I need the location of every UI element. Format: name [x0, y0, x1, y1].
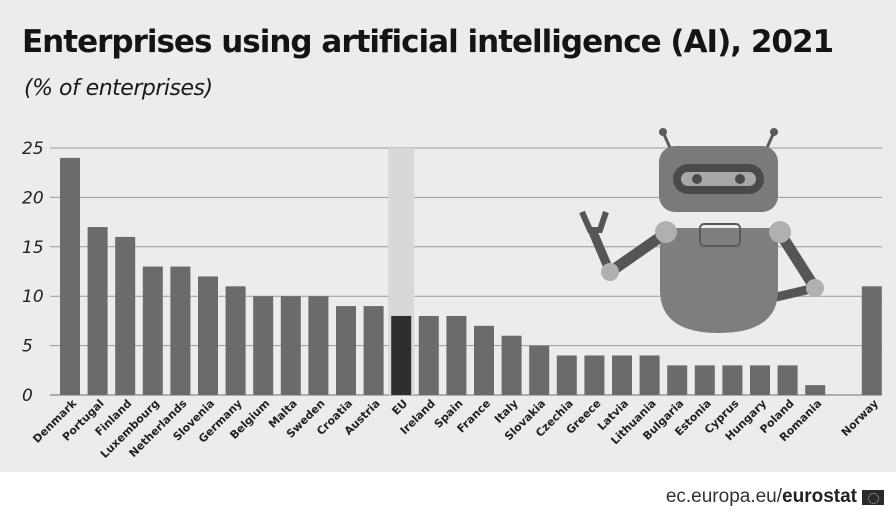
bar-poland: [777, 365, 798, 395]
y-tick-label: 20: [22, 188, 44, 208]
y-tick-label: 5: [22, 337, 33, 357]
chart-subtitle: (% of enterprises): [24, 76, 213, 101]
bar-greece: [584, 355, 605, 395]
bar-lithuania: [639, 355, 660, 395]
bar-czechia: [556, 355, 577, 395]
bars: [60, 157, 882, 395]
bar-chart: 0 5 10 15 20 25 DenmarkPortugalFinlandLuxembo…: [22, 128, 882, 461]
bar-germany: [225, 286, 246, 395]
bar-slovakia: [529, 345, 550, 395]
bar-cyprus: [722, 365, 743, 395]
bar-belgium: [253, 296, 274, 395]
y-tick-label: 25: [22, 139, 44, 159]
bar-denmark: [60, 157, 80, 395]
bar-estonia: [694, 365, 715, 395]
y-tick-label: 10: [22, 287, 44, 307]
bar-luxembourg: [142, 266, 163, 395]
y-tick-label: 0: [22, 386, 33, 406]
bar-sweden: [308, 296, 329, 395]
y-tick-label: 15: [22, 238, 44, 258]
bar-malta: [280, 296, 301, 395]
chart-title: Enterprises using artificial intelligenc…: [22, 24, 834, 60]
footer-brand: eurostat: [782, 486, 857, 507]
bar-slovenia: [198, 276, 218, 395]
bar-portugal: [87, 227, 108, 395]
robot-icon: [579, 128, 824, 333]
bar-norway: [861, 286, 882, 395]
bar-bulgaria: [667, 365, 688, 395]
bar-eu: [391, 315, 412, 395]
x-tick-label: EU: [389, 397, 410, 418]
bar-croatia: [336, 306, 356, 395]
bar-ireland: [418, 315, 439, 395]
bar-latvia: [612, 355, 632, 395]
bar-austria: [363, 306, 384, 395]
bar-romania: [805, 385, 826, 395]
eu-flag-icon: [862, 489, 884, 505]
bar-hungary: [750, 365, 770, 395]
bar-finland: [115, 236, 136, 395]
y-axis-labels: 0 5 10 15 20 25: [22, 139, 44, 406]
bar-spain: [446, 315, 467, 395]
x-axis-labels: DenmarkPortugalFinlandLuxembourgNetherla…: [30, 396, 881, 460]
bar-italy: [501, 335, 522, 395]
footer-domain: ec.europa.eu/: [665, 486, 783, 507]
bar-netherlands: [170, 266, 191, 395]
bar-france: [474, 325, 494, 395]
x-tick-label: Norway: [839, 397, 881, 439]
footer-source: ec.europa.eu/eurostat: [666, 486, 884, 508]
